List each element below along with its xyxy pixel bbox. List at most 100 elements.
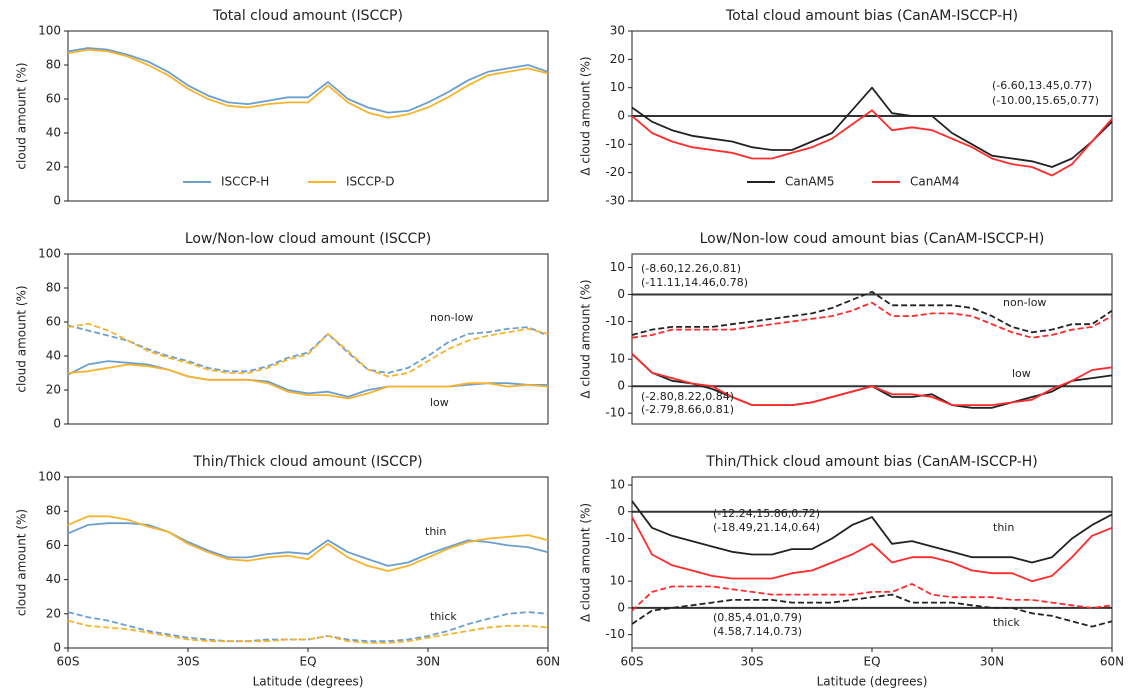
y-tick-label: 80 [46, 504, 61, 518]
y-axis-label: Δ cloud amount (%) [579, 279, 593, 398]
y-tick-label: 100 [38, 247, 61, 261]
x-tick-label: 30N [416, 655, 440, 669]
x-tick-label: EQ [299, 655, 316, 669]
chart-title: Low/Non-low cloud amount (ISCCP) [185, 231, 431, 247]
panel: Thin/Thick cloud amount bias (CanAM-ISCC… [579, 454, 1125, 689]
series-line [631, 86, 1113, 168]
y-tick-label: 10 [610, 352, 625, 366]
panel: Total cloud amount (ISCCP) cloud amount (… [15, 8, 549, 208]
annotation: (4.58,7.14,0.73) [713, 625, 802, 638]
x-tick-label: 60S [621, 655, 644, 669]
series-line [631, 583, 1113, 612]
series-line [67, 324, 549, 374]
plot-frame [67, 253, 549, 425]
series-line [67, 360, 548, 398]
y-tick-label: 0 [617, 504, 625, 518]
y-tick-label: 60 [46, 538, 61, 552]
y-tick-label: 30 [610, 24, 625, 38]
annotation: non-low [430, 311, 473, 324]
annotation: (-10.00,15.65,0.77) [992, 94, 1099, 107]
x-tick-label: 60N [1100, 655, 1124, 669]
series-line [67, 619, 549, 644]
chart-title: Thin/Thick cloud amount (ISCCP) [192, 454, 422, 470]
series-line [631, 301, 1113, 339]
annotation: low [430, 396, 449, 409]
annotation: non-low [1003, 296, 1046, 309]
y-tick-label: -10 [605, 137, 625, 151]
chart-title: Low/Non-low coud amount bias (CanAM-ISCC… [700, 231, 1045, 247]
y-tick-label: -20 [605, 165, 625, 179]
panel: Total cloud amount bias (CanAM-ISCCP-H) Δ… [579, 8, 1113, 208]
y-tick-label: 20 [46, 160, 61, 174]
x-axis-label: Latitude (degrees) [817, 675, 928, 689]
y-tick-label: 20 [46, 606, 61, 620]
x-tick-label: 60S [57, 655, 80, 669]
legend-label: ISCCP-D [346, 175, 394, 189]
y-tick-label: -10 [605, 531, 625, 545]
panel: Thin/Thick cloud amount (ISCCP) cloud amo… [15, 454, 561, 689]
panel: Low/Non-low coud amount bias (CanAM-ISCC… [579, 231, 1113, 425]
x-tick-label: 30N [980, 655, 1004, 669]
y-tick-label: 0 [53, 194, 61, 208]
panel: Low/Non-low cloud amount (ISCCP) cloud am… [15, 231, 549, 431]
series-line [631, 353, 1113, 406]
series-line [67, 47, 549, 114]
annotation: (-8.60,12.26,0.81) [641, 262, 741, 275]
y-tick-label: -10 [605, 314, 625, 328]
series-line [631, 593, 1113, 628]
y-tick-label: 20 [610, 52, 625, 66]
annotation: thick [430, 610, 457, 623]
annotation: (-6.60,13.45,0.77) [992, 79, 1092, 92]
y-axis-label: cloud amount (%) [15, 62, 29, 169]
y-tick-label: 10 [610, 478, 625, 492]
y-tick-label: 100 [38, 470, 61, 484]
y-tick-label: 0 [617, 287, 625, 301]
y-tick-label: 10 [610, 574, 625, 588]
annotation: (-2.79,8.66,0.81) [641, 403, 734, 416]
x-tick-label: 30S [177, 655, 200, 669]
y-tick-label: 40 [46, 349, 61, 363]
x-tick-label: EQ [863, 655, 880, 669]
series-line [631, 290, 1113, 336]
annotation: (-12.24,15.86,0.72) [713, 507, 820, 520]
plot-frame [631, 476, 1113, 649]
series-line [631, 109, 1113, 177]
y-tick-label: 10 [610, 80, 625, 94]
plot-frame [631, 253, 1113, 425]
plot-frame [67, 30, 549, 202]
y-tick-label: 0 [53, 641, 61, 655]
chart-title: Total cloud amount (ISCCP) [212, 8, 403, 24]
annotation: (-18.49,21.14,0.64) [713, 521, 820, 534]
series-line [67, 363, 549, 400]
y-tick-label: -10 [605, 627, 625, 641]
legend-label: ISCCP-H [221, 175, 269, 189]
x-tick-label: 60N [536, 655, 560, 669]
y-tick-label: 40 [46, 126, 61, 140]
legend-label: CanAM4 [910, 175, 960, 189]
y-tick-label: 10 [610, 260, 625, 274]
series-line [67, 522, 549, 567]
y-tick-label: -10 [605, 406, 625, 420]
annotation: (-11.11,14.46,0.78) [641, 276, 748, 289]
y-axis-label: cloud amount (%) [15, 509, 29, 616]
y-tick-label: 0 [617, 379, 625, 393]
y-tick-label: 80 [46, 58, 61, 72]
annotation: thin [993, 521, 1014, 534]
y-tick-label: 40 [46, 572, 61, 586]
x-tick-label: 30S [741, 655, 764, 669]
y-tick-label: 20 [46, 383, 61, 397]
x-axis-label: Latitude (degrees) [253, 675, 364, 689]
series-line [67, 515, 549, 572]
annotation: (-2.80,8.22,0.84) [641, 390, 734, 403]
annotation: thin [425, 525, 446, 538]
y-tick-label: 0 [617, 109, 625, 123]
y-tick-label: 100 [38, 24, 61, 38]
y-tick-label: 0 [53, 417, 61, 431]
y-axis-label: Δ cloud amount (%) [579, 56, 593, 175]
y-tick-label: 60 [46, 92, 61, 106]
plot-frame [67, 476, 549, 649]
series-line [631, 516, 1113, 583]
y-tick-label: 0 [617, 600, 625, 614]
series-line [67, 611, 549, 643]
